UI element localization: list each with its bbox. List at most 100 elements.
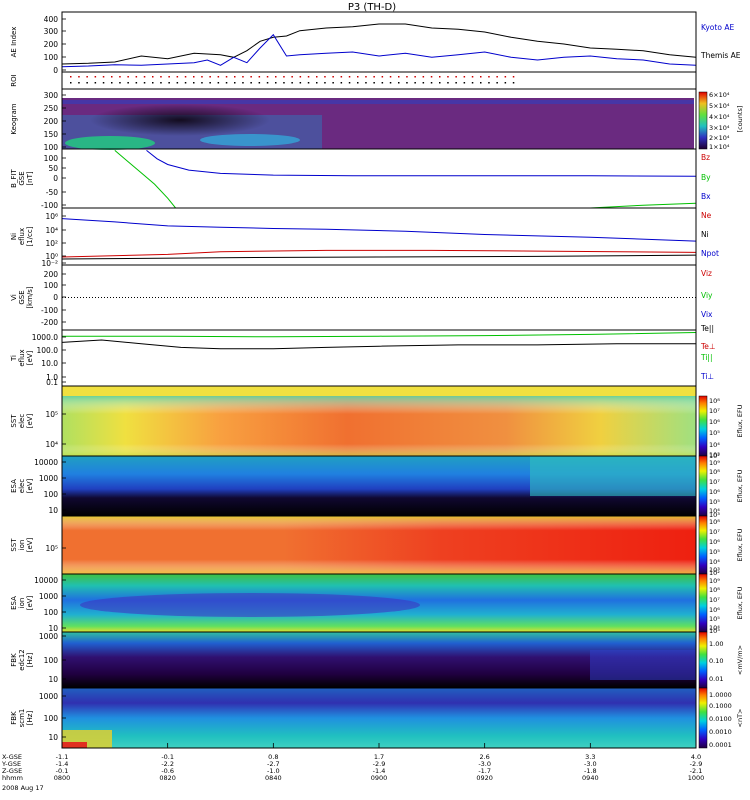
- roi-dot: [324, 82, 326, 84]
- date-label: 2008 Aug 17: [2, 784, 44, 792]
- roi-dot: [78, 82, 80, 84]
- sst_i-ylabel: [eV]: [26, 537, 34, 552]
- fbk_b-cbar-tick: 0.0010: [709, 728, 732, 736]
- roi-dot: [472, 76, 474, 78]
- roi-dot: [291, 76, 293, 78]
- roi-dot: [423, 82, 425, 84]
- colorbars: [699, 92, 707, 748]
- ti-frame: [62, 330, 696, 386]
- sst_e-cbar-tick: 10⁷: [709, 407, 720, 415]
- ni-series-Npot: [62, 255, 696, 259]
- roi-dot: [332, 76, 334, 78]
- sst_e-cbar-tick: 10⁵: [709, 429, 720, 437]
- time-axis-row-label: hhmm: [2, 774, 23, 782]
- time-axis-value: 0800: [54, 774, 71, 782]
- esa_i-ytick: 100: [44, 608, 59, 617]
- sst_i-cbar-tick: 10²: [709, 569, 720, 577]
- line-traces: [62, 24, 696, 349]
- roi-dot: [455, 82, 457, 84]
- bfit-ytick: -50: [46, 188, 58, 197]
- roi-dot: [242, 82, 244, 84]
- roi-dot: [168, 82, 170, 84]
- ti-legend-Te⊥: Te⊥: [700, 342, 715, 351]
- roi-dot: [373, 82, 375, 84]
- esa_i-cbar-tick: 10⁶: [709, 606, 720, 614]
- roi-dot: [390, 76, 392, 78]
- roi-dot: [250, 82, 252, 84]
- roi-dot: [226, 82, 228, 84]
- vi-ytick: 0: [53, 293, 58, 302]
- bfit-legend-Bx: Bx: [701, 192, 711, 201]
- ni-ytick: 10⁻²: [41, 259, 58, 268]
- bfit-ylabel: [nT]: [26, 171, 34, 185]
- keogram-ytick: 100: [44, 143, 59, 152]
- keogram-cbar-tick: 4×10⁴: [709, 113, 730, 121]
- fbk_e-cbar-title: <mV/m>: [736, 645, 744, 675]
- ti-ytick: 100.0: [37, 346, 59, 355]
- ni-ylabel: Ni: [10, 233, 18, 240]
- esa_e-cbar-tick: 10⁹: [709, 459, 720, 467]
- esa_e-ytick: 10: [48, 506, 58, 515]
- bfit-legend-Bz: Bz: [701, 153, 710, 162]
- roi-dot: [357, 82, 359, 84]
- fbk_e-ylabel: [Hz]: [26, 653, 34, 668]
- roi-dot: [431, 82, 433, 84]
- roi-dot: [496, 76, 498, 78]
- ti-legend-Ti⊥: Ti⊥: [700, 372, 714, 381]
- esa_i-cbar-tick: 10⁸: [709, 586, 720, 594]
- sst-elec-heatmap: [62, 386, 696, 456]
- roi-dot: [365, 82, 367, 84]
- roi-dot: [86, 76, 88, 78]
- ae-series-Kyoto AE: [62, 24, 696, 64]
- roi-dot: [398, 82, 400, 84]
- roi-dot: [177, 82, 179, 84]
- esa-ion-colorbar: [699, 574, 707, 632]
- ti-ylabel: eflux: [18, 349, 26, 366]
- ti-ytick: 0.1: [46, 378, 58, 387]
- esa_e-ylabel: elec: [18, 479, 26, 494]
- roi-dot: [316, 76, 318, 78]
- bfit-ylabel: GSE: [18, 171, 26, 185]
- vi-legend-Vix: Vix: [701, 310, 713, 319]
- fbk_b-cbar-title: <nT>: [736, 709, 744, 728]
- keogram-cbar-tick: 3×10⁴: [709, 124, 730, 132]
- bfit-legend-By: By: [701, 173, 711, 182]
- ni-frame: [62, 208, 696, 265]
- roi-dot: [349, 82, 351, 84]
- fbk_b-ytick: 10: [48, 733, 58, 742]
- roi-dot: [496, 82, 498, 84]
- ni-series-Ni: [62, 219, 696, 242]
- roi-dot: [234, 76, 236, 78]
- roi-dot: [431, 76, 433, 78]
- keogram-heatmap: [62, 92, 696, 150]
- roi-dot: [439, 82, 441, 84]
- fbk_e-ytick: 1000: [39, 632, 58, 641]
- roi-dot: [480, 82, 482, 84]
- ti-series-Ti||: [62, 333, 696, 337]
- roi-dot: [414, 82, 416, 84]
- roi-dot: [316, 82, 318, 84]
- fbk-edc12-heatmap: [62, 632, 696, 688]
- sst_i-ylabel: SST: [10, 538, 18, 552]
- keogram-ytick: 150: [44, 130, 59, 139]
- esa_i-cbar-title: Eflux, EFU: [736, 586, 744, 619]
- sst_i-cbar-tick: 10⁸: [709, 518, 720, 526]
- roi-dot: [455, 76, 457, 78]
- ni-legend-Ne: Ne: [701, 211, 712, 220]
- esa_i-cbar-tick: 10³: [709, 627, 720, 635]
- roi-dot: [464, 82, 466, 84]
- esa-elec-colorbar: [699, 456, 707, 516]
- roi-dot: [226, 76, 228, 78]
- ni-ylabel: [1/cc]: [26, 226, 34, 246]
- sst_e-ylabel: [eV]: [26, 413, 34, 428]
- roi-dot: [144, 76, 146, 78]
- roi-dot: [308, 82, 310, 84]
- esa-elec-heatmap: [62, 456, 696, 516]
- vi-legend-Viz: Viz: [701, 269, 712, 278]
- esa-ion-heatmap: [62, 574, 696, 632]
- ae-frame: [62, 12, 696, 72]
- vi-legend-Viy: Viy: [701, 291, 713, 300]
- ti-ytick: 10.0: [41, 359, 58, 368]
- roi-dot: [78, 76, 80, 78]
- esa_i-cbar-tick: 10⁵: [709, 615, 720, 623]
